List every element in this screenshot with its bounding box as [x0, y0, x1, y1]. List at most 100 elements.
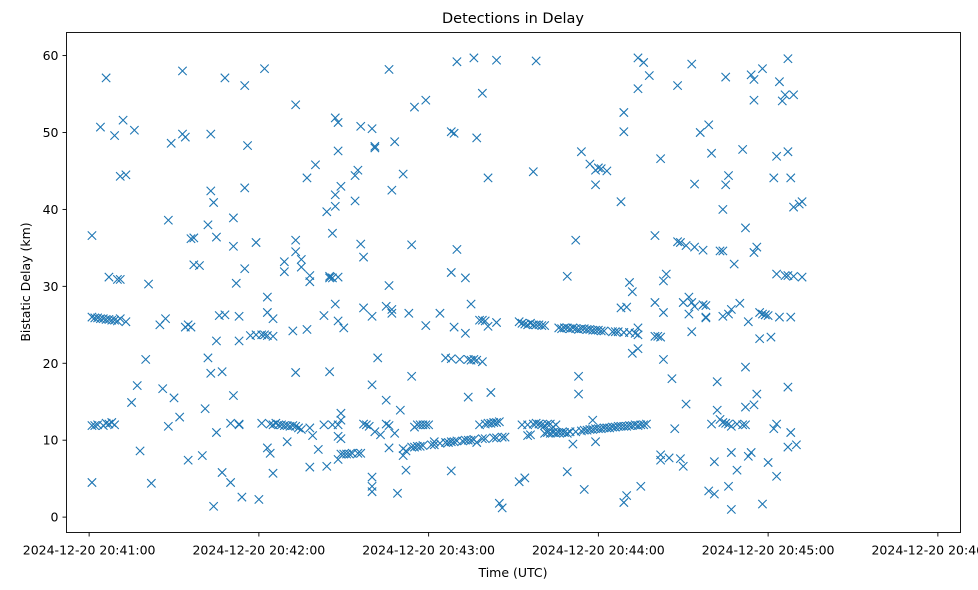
- scatter-point: [237, 492, 247, 502]
- scatter-point: [333, 420, 343, 430]
- scatter-point: [268, 314, 278, 324]
- scatter-point: [463, 392, 473, 402]
- scatter-point: [228, 390, 239, 401]
- scatter-point: [743, 317, 753, 327]
- y-tick-label: 40: [43, 202, 59, 217]
- scatter-point: [491, 55, 502, 65]
- scatter-point: [353, 448, 363, 458]
- scatter-point: [186, 322, 196, 332]
- scatter-point: [333, 316, 343, 326]
- scatter-point: [302, 324, 312, 335]
- scatter-point: [788, 271, 799, 281]
- scatter-point: [336, 408, 346, 418]
- scatter-point: [220, 73, 230, 83]
- scatter-point: [491, 317, 502, 328]
- scatter-point: [452, 57, 462, 67]
- scatter-point: [367, 311, 377, 321]
- scatter-point: [540, 420, 550, 431]
- scatter-point: [200, 404, 210, 414]
- scatter-point: [296, 262, 306, 272]
- scatter-point: [217, 367, 227, 377]
- scatter-point: [87, 477, 97, 488]
- x-axis-title: Time (UTC): [477, 565, 547, 580]
- scatter-point: [740, 402, 751, 412]
- scatter-point: [715, 246, 725, 256]
- scatter-point: [325, 367, 335, 377]
- scatter-point: [579, 484, 589, 495]
- scatter-point: [726, 504, 736, 515]
- scatter-point: [302, 173, 312, 183]
- scatter-point: [712, 377, 722, 387]
- scatter-point: [757, 309, 768, 319]
- scatter-point: [211, 427, 222, 438]
- scatter-point: [477, 434, 487, 444]
- scatter-point: [593, 163, 603, 173]
- scatter-point: [449, 322, 459, 332]
- scatter-point: [305, 270, 315, 281]
- scatter-point: [446, 127, 456, 137]
- scatter-point: [367, 487, 377, 497]
- scatter-point: [460, 273, 470, 283]
- scatter-point: [562, 271, 572, 281]
- scatter-point: [599, 326, 609, 336]
- scatter-point: [718, 204, 728, 215]
- scatter-point: [424, 420, 434, 430]
- scatter-point: [667, 374, 677, 384]
- scatter-point: [336, 181, 346, 191]
- scatter-point: [129, 125, 139, 135]
- scatter-point: [729, 259, 739, 269]
- scatter-point: [760, 310, 770, 320]
- scatter-point: [226, 477, 236, 488]
- scatter-point: [240, 80, 250, 91]
- scatter-point: [291, 421, 301, 431]
- scatter-point: [757, 64, 768, 74]
- scatter-point: [721, 418, 731, 428]
- scatter-point: [189, 233, 199, 243]
- x-tick-label: 2024-12-20 20:44:00: [532, 543, 665, 558]
- scatter-point: [322, 207, 332, 217]
- scatter-point: [387, 185, 397, 195]
- scatter-point: [562, 467, 572, 477]
- scatter-point: [325, 271, 335, 281]
- scatter-point: [361, 420, 371, 430]
- scatter-point: [644, 70, 654, 81]
- scatter-point: [766, 332, 776, 342]
- scatter-point: [534, 419, 544, 429]
- scatter-point: [791, 440, 801, 450]
- scatter-point: [497, 503, 507, 513]
- scatter-point: [746, 70, 756, 80]
- scatter-point: [689, 179, 700, 189]
- scatter-point: [726, 421, 736, 431]
- scatter-point: [738, 144, 748, 155]
- scatter-point: [242, 140, 253, 151]
- scatter-point: [780, 270, 790, 281]
- scatter-point: [118, 115, 128, 125]
- scatter-point: [358, 252, 369, 262]
- chart-title: Detections in Delay: [442, 11, 584, 27]
- scatter-point: [616, 197, 626, 207]
- scatter-point: [401, 446, 411, 456]
- scatter-point: [390, 428, 400, 438]
- scatter-point: [367, 380, 377, 390]
- x-tick-label: 2024-12-20 20:46:00: [871, 543, 978, 558]
- scatter-point: [240, 264, 250, 274]
- y-tick-label: 60: [43, 48, 59, 63]
- scatter-point: [358, 303, 369, 313]
- scatter-point: [752, 242, 762, 252]
- scatter-point: [449, 437, 459, 447]
- scatter-point: [743, 451, 753, 461]
- scatter-point: [477, 357, 487, 367]
- scatter-point: [590, 437, 601, 447]
- scatter-point: [788, 90, 799, 100]
- scatter-point: [627, 348, 637, 358]
- scatter-point: [115, 314, 125, 324]
- scatter-point: [489, 433, 499, 443]
- scatter-point: [146, 478, 156, 488]
- scatter-point: [421, 420, 431, 430]
- scatter-point: [466, 435, 476, 445]
- scatter-point: [551, 420, 561, 430]
- scatter-point: [240, 183, 250, 193]
- scatter-point: [398, 169, 408, 179]
- scatter-point: [568, 439, 578, 449]
- scatter-point: [407, 371, 417, 381]
